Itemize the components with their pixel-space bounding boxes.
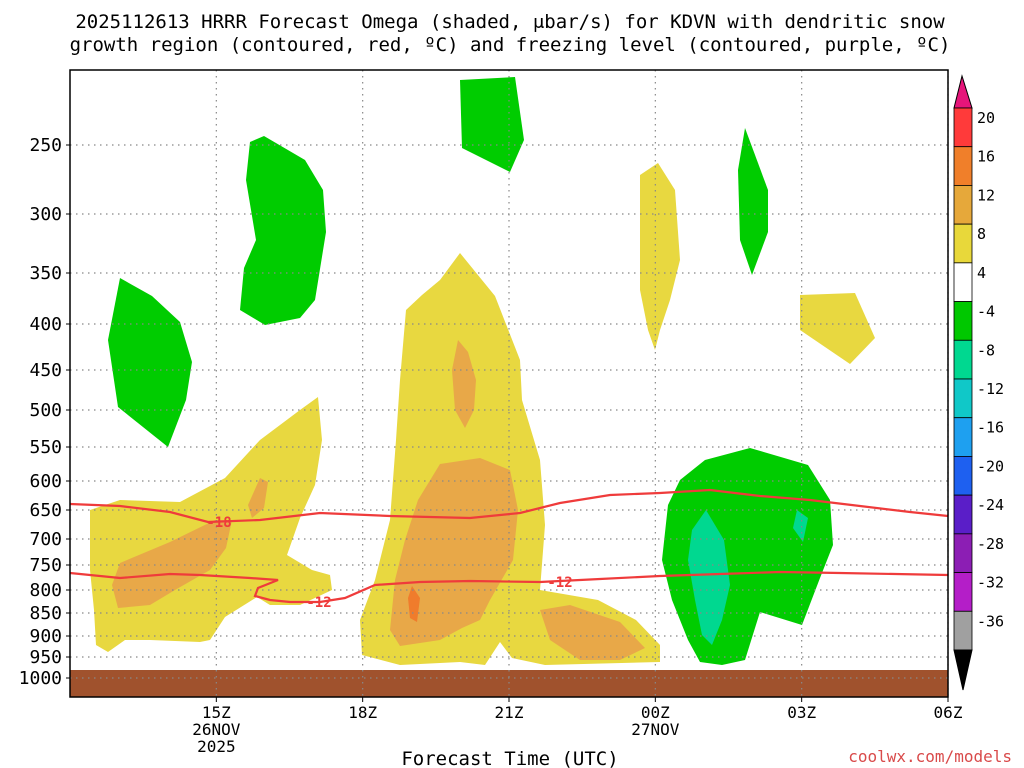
omega-region-teal — [793, 510, 808, 542]
colorbar-label: -20 — [977, 457, 1004, 475]
omega-shading — [90, 77, 875, 665]
colorbar-swatch — [953, 456, 973, 496]
colorbar-label: -28 — [977, 535, 1004, 553]
x-tick-label: 18Z — [348, 703, 377, 722]
omega-region-teal — [688, 510, 730, 645]
plot-area: -18 -12 -12 — [69, 69, 949, 698]
omega-region-yellow — [640, 163, 680, 350]
x-tick-label: 06Z — [934, 703, 963, 722]
y-tick-label: 550 — [29, 437, 62, 458]
omega-region-green — [460, 77, 524, 172]
y-tick-label: 250 — [29, 135, 62, 156]
colorbar-swatch — [953, 378, 973, 419]
colorbar-label: -36 — [977, 612, 1004, 630]
colorbar-label: -4 — [977, 303, 995, 321]
y-tick-label: 800 — [29, 580, 62, 601]
y-tick-label: 450 — [29, 360, 62, 381]
y-tick-label: 900 — [29, 626, 62, 647]
y-tick-label: 350 — [29, 263, 62, 284]
omega-region-orange — [452, 340, 476, 428]
chart-title-line2: growth region (contoured, red, ºC) and f… — [70, 34, 951, 56]
chart-title-line1: 2025112613 HRRR Forecast Omega (shaded, … — [75, 11, 945, 33]
colorbar-label: -32 — [977, 574, 1004, 592]
y-tick-label: 650 — [29, 500, 62, 521]
colorbar-label: 4 — [977, 264, 986, 282]
y-tick-label: 1000 — [19, 668, 62, 689]
omega-region-orange — [248, 478, 268, 518]
colorbar-label: -16 — [977, 419, 1004, 437]
colorbar-label: 16 — [977, 148, 995, 166]
omega-region-orange — [390, 458, 518, 646]
colorbar-label: 20 — [977, 109, 995, 127]
y-tick-label: 950 — [29, 647, 62, 668]
omega-region-orange — [112, 520, 232, 608]
colorbar-swatch — [953, 107, 973, 148]
x-tick-label: 21Z — [495, 703, 524, 722]
colorbar-swatch — [953, 185, 973, 225]
colorbar-swatch — [953, 494, 973, 535]
omega-region-green — [738, 128, 768, 275]
colorbar-swatch — [953, 610, 973, 651]
colorbar-swatch — [953, 572, 973, 612]
colorbar-label: 12 — [977, 186, 995, 204]
colorbar-swatch — [953, 146, 973, 186]
y-tick-label: 700 — [29, 529, 62, 550]
x-axis-label: Forecast Time (UTC) — [401, 748, 618, 768]
contour-line-minus12 — [69, 570, 949, 604]
omega-region-orange — [540, 605, 645, 660]
contour-label: -12 — [547, 575, 572, 591]
y-tick-label: 300 — [29, 204, 62, 225]
contour-label: -18 — [206, 515, 231, 531]
colorbar-swatch — [953, 533, 973, 573]
colorbar-bottom-arrow — [953, 649, 973, 691]
x-tick-date: 26NOV — [192, 720, 241, 739]
x-tick-year: 2025 — [197, 737, 236, 756]
colorbar-swatch — [953, 339, 973, 380]
y-tick-label: 400 — [29, 314, 62, 335]
colorbar-label: 8 — [977, 225, 986, 243]
x-tick-label: 00Z — [641, 703, 670, 722]
contour-label-group: -18 -12 -12 — [206, 515, 572, 611]
colorbar-top-arrow — [953, 74, 973, 109]
contour-line-minus18 — [69, 488, 949, 524]
x-tick-label: 03Z — [787, 703, 816, 722]
omega-region-green — [662, 448, 833, 665]
colorbar-swatch — [953, 223, 973, 264]
contour-label: -12 — [306, 595, 331, 611]
omega-region-dark-orange — [408, 586, 420, 622]
colorbar: 20 16 12 8 4 -4 -8 -12 -16 -20 -24 -28 -32 -36 — [953, 74, 1004, 691]
y-axis: 2503003504004505005506006507007508008509… — [19, 135, 70, 689]
colorbar-swatch — [953, 262, 973, 302]
omega-region-green — [108, 278, 192, 447]
y-tick-label: 850 — [29, 603, 62, 624]
source-credit: coolwx.com/models — [848, 747, 1012, 766]
temperature-contours: -18 -12 -12 — [69, 488, 949, 611]
y-tick-label: 600 — [29, 471, 62, 492]
colorbar-label: -12 — [977, 380, 1004, 398]
x-tick-date: 27NOV — [631, 720, 680, 739]
colorbar-label: -24 — [977, 496, 1004, 514]
x-tick-label: 15Z — [202, 703, 231, 722]
colorbar-swatch — [953, 301, 973, 341]
colorbar-swatch — [953, 417, 973, 457]
colorbar-label: -8 — [977, 341, 995, 359]
y-tick-label: 500 — [29, 400, 62, 421]
y-tick-label: 750 — [29, 555, 62, 576]
omega-region-green — [240, 136, 326, 325]
omega-region-yellow — [800, 293, 875, 364]
